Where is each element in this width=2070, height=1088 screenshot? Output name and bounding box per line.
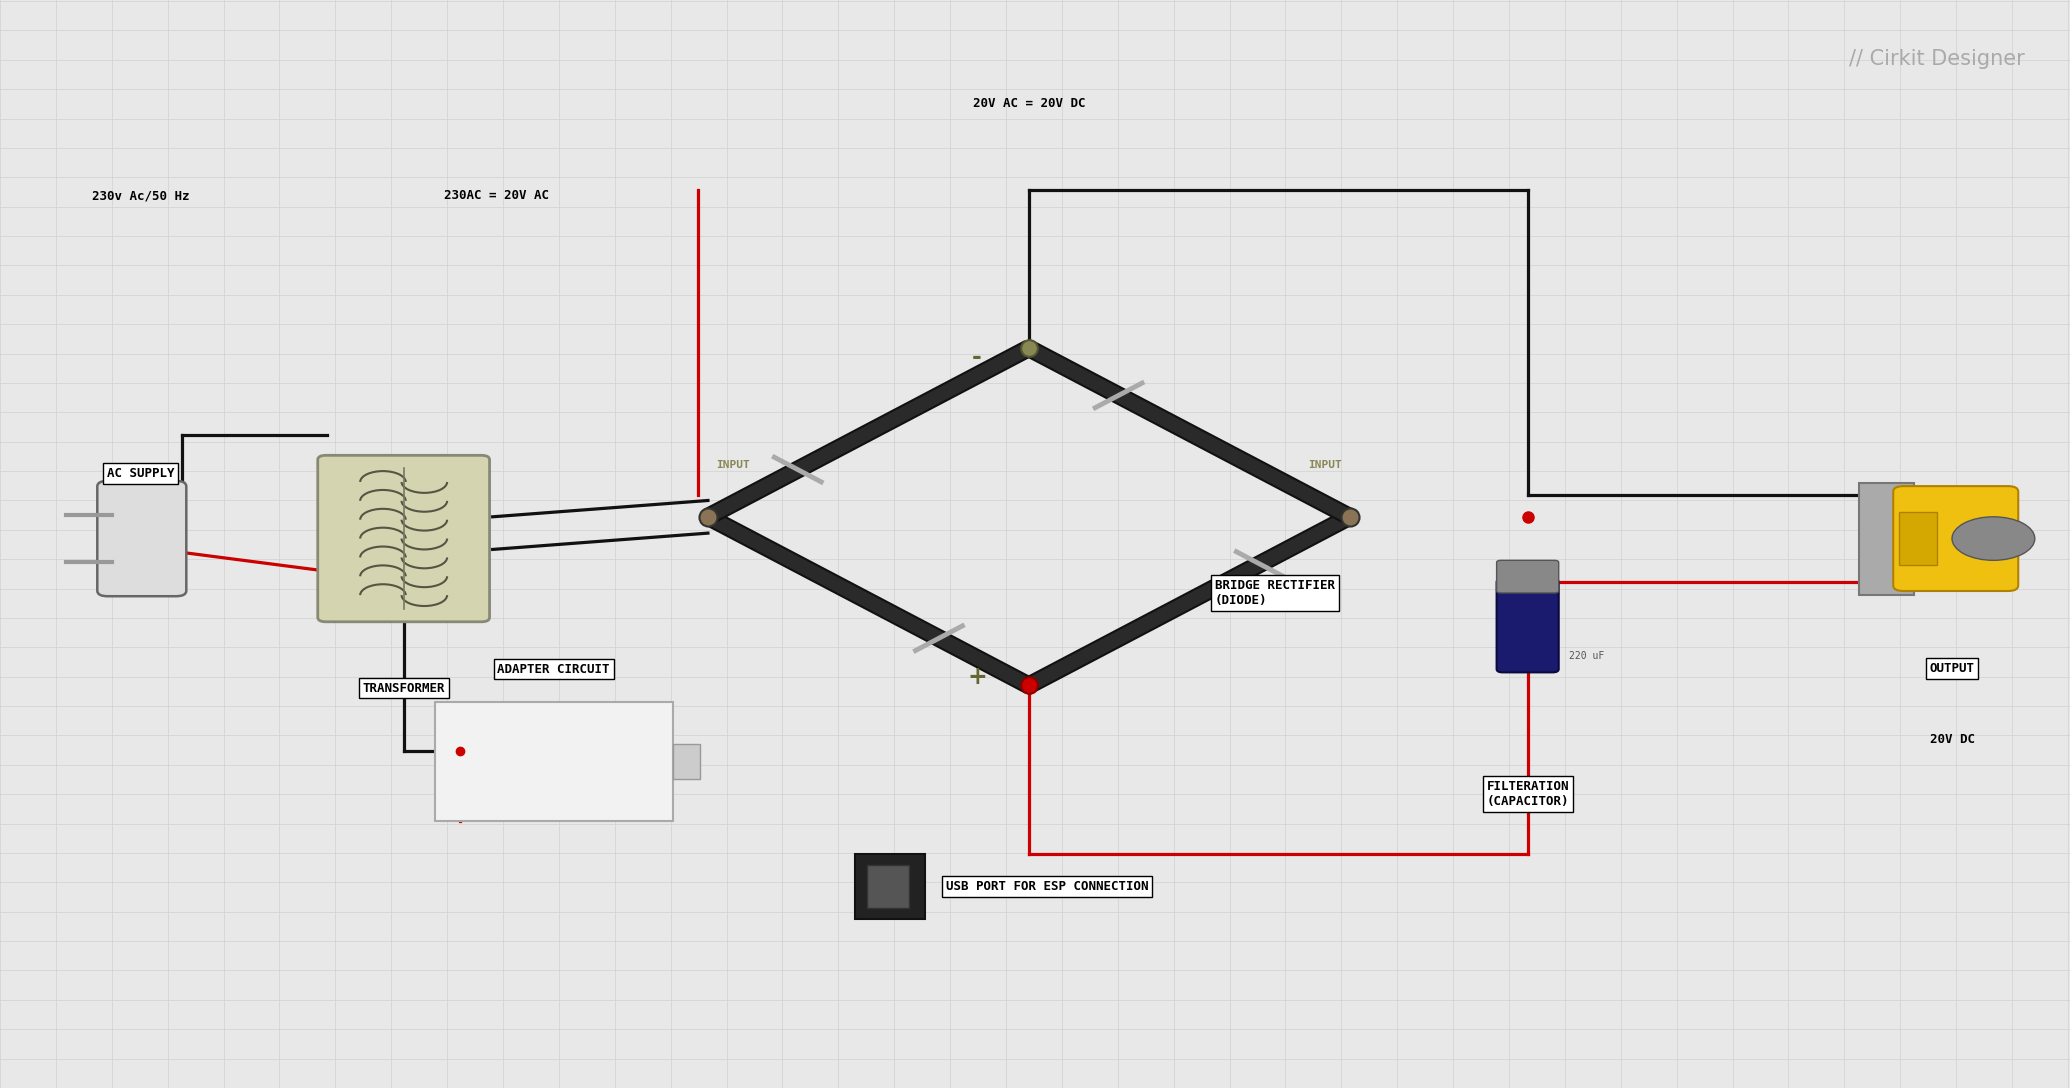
Text: // Cirkit Designer: // Cirkit Designer [1849,49,2024,69]
Text: 230v Ac/50 Hz: 230v Ac/50 Hz [91,189,190,202]
Text: 20V DC: 20V DC [1929,733,1975,745]
Text: FILTERATION
(CAPACITOR): FILTERATION (CAPACITOR) [1486,780,1569,808]
FancyBboxPatch shape [97,481,186,596]
FancyBboxPatch shape [1900,512,1938,566]
FancyBboxPatch shape [1497,560,1559,593]
FancyBboxPatch shape [435,702,673,821]
Text: AC SUPPLY: AC SUPPLY [108,467,174,480]
Text: OUTPUT: OUTPUT [1929,663,1975,675]
Text: ADAPTER CIRCUIT: ADAPTER CIRCUIT [497,663,611,676]
Text: INPUT: INPUT [716,459,749,470]
FancyBboxPatch shape [319,455,489,622]
Circle shape [1952,517,2035,560]
FancyBboxPatch shape [673,744,700,779]
FancyBboxPatch shape [1859,483,1913,594]
FancyBboxPatch shape [1497,579,1559,672]
FancyBboxPatch shape [867,865,909,908]
Text: USB PORT FOR ESP CONNECTION: USB PORT FOR ESP CONNECTION [946,880,1149,893]
FancyBboxPatch shape [855,854,925,919]
Text: INPUT: INPUT [1308,459,1341,470]
FancyBboxPatch shape [1894,486,2018,591]
Text: 220 uF: 220 uF [1569,651,1604,662]
Text: BRIDGE RECTIFIER
(DIODE): BRIDGE RECTIFIER (DIODE) [1215,579,1335,607]
Text: 230AC = 20V AC: 230AC = 20V AC [445,189,549,202]
Text: +: + [967,665,987,689]
Text: -: - [973,345,981,369]
Text: 20V AC = 20V DC: 20V AC = 20V DC [973,97,1085,110]
Text: TRANSFORMER: TRANSFORMER [362,682,445,694]
